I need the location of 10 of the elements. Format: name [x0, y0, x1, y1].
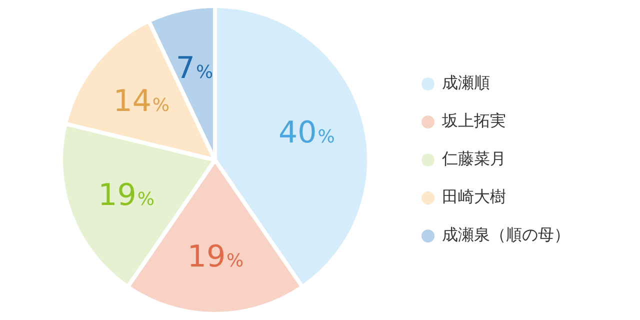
legend-label: 仁藤菜月 — [441, 149, 506, 168]
legend-label: 成瀬順 — [442, 73, 490, 92]
data-label: 19% — [98, 178, 154, 214]
data-label: 19% — [187, 239, 244, 274]
legend-label: 坂上拓実 — [441, 111, 506, 130]
legend-label: 成瀬泉（順の母） — [442, 225, 570, 244]
data-label: 40% — [278, 116, 335, 151]
data-label: 14% — [113, 84, 170, 119]
legend-label: 田崎大樹 — [442, 187, 506, 206]
data-label: 7% — [176, 50, 214, 86]
